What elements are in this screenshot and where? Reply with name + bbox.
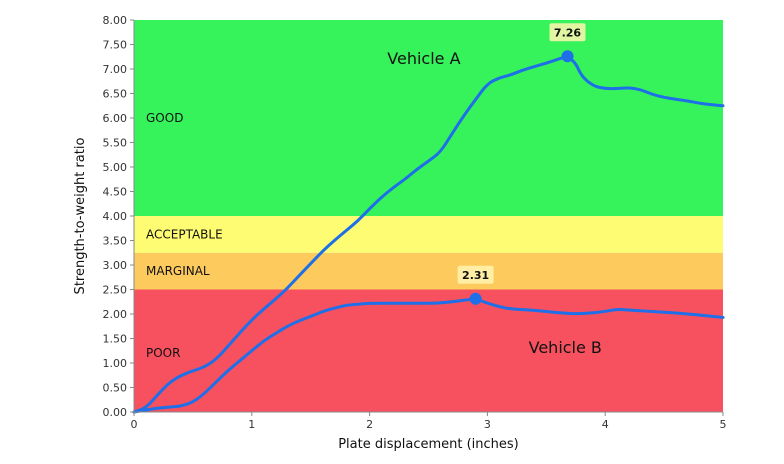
- series-label-vehicle-b: Vehicle B: [529, 338, 602, 357]
- y-axis-ticks: 0.00 0.50 1.00 1.50 2.00 2.50 3.00 3.50 4.00 4.50…: [103, 14, 134, 419]
- y-tick-label: 3.50: [103, 235, 128, 248]
- y-tick-label: 1.50: [103, 333, 128, 346]
- y-tick-label: 4.50: [103, 186, 128, 199]
- y-tick-label: 3.00: [103, 259, 128, 272]
- peak-callout-box: [457, 265, 494, 284]
- peak-callout-label: 7.26: [554, 26, 581, 39]
- band-marginal: [134, 252, 723, 290]
- y-tick-label: 0.00: [103, 406, 128, 419]
- series-line-vehicle-b: [132, 297, 725, 414]
- series-lines: [132, 55, 725, 414]
- y-tick-label: 7.00: [103, 63, 128, 76]
- band-label-poor: POOR: [146, 346, 180, 360]
- y-tick-label: 4.00: [103, 210, 128, 223]
- series-label-vehicle-a: Vehicle A: [387, 49, 460, 68]
- band-label-marginal: MARGINAL: [146, 264, 210, 278]
- y-tick-label: 0.50: [103, 382, 128, 395]
- x-tick-label: 4: [602, 418, 609, 431]
- x-tick-label: 1: [248, 418, 255, 431]
- y-axis-title: Strength-to-weight ratio: [73, 138, 88, 295]
- y-tick-label: 5.00: [103, 161, 128, 174]
- y-tick-label: 6.00: [103, 112, 128, 125]
- y-tick-label: 2.50: [103, 284, 128, 297]
- band-acceptable: [134, 216, 723, 253]
- y-tick-label: 7.50: [103, 39, 128, 52]
- peak-callout-box: [549, 23, 586, 42]
- peak-markers: 7.26 2.31: [457, 23, 586, 305]
- x-tick-label: 0: [131, 418, 138, 431]
- x-tick-label: 2: [366, 418, 373, 431]
- y-tick-label: 8.00: [103, 14, 128, 27]
- rating-band-labels: POOR MARGINAL ACCEPTABLE GOOD: [146, 111, 223, 360]
- x-axis-title: Plate displacement (inches): [338, 437, 519, 452]
- series-labels: Vehicle A Vehicle B: [387, 49, 602, 357]
- peak-point-vehicle-a: [561, 50, 574, 63]
- y-tick-label: 5.50: [103, 137, 128, 150]
- x-axis-ticks: 0 1 2 3 4 5: [131, 412, 727, 431]
- peak-point-vehicle-b: [469, 292, 482, 305]
- x-tick-label: 3: [484, 418, 491, 431]
- peak-callout-label: 2.31: [462, 269, 489, 282]
- x-tick-label: 5: [720, 418, 727, 431]
- band-label-acceptable: ACCEPTABLE: [146, 227, 223, 241]
- y-tick-label: 2.00: [103, 308, 128, 321]
- band-good: [134, 20, 723, 216]
- y-tick-label: 1.00: [103, 357, 128, 370]
- series-line-vehicle-a: [132, 55, 725, 414]
- band-label-good: GOOD: [146, 111, 183, 125]
- y-tick-label: 6.50: [103, 88, 128, 101]
